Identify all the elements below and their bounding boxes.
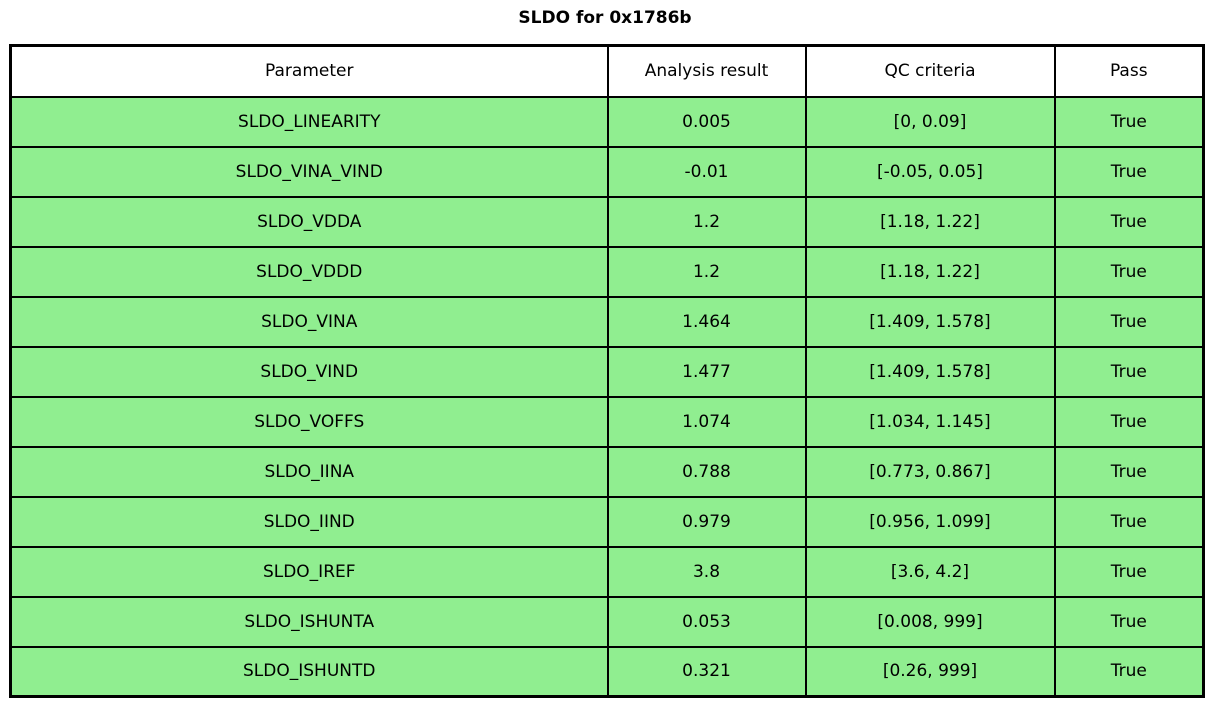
parameter-cell: SLDO_LINEARITY <box>9 95 609 148</box>
result-cell: 0.788 <box>606 445 807 498</box>
pass-cell: True <box>1053 345 1205 398</box>
pass-cell: True <box>1053 645 1205 698</box>
criteria-cell: [0.26, 999] <box>804 645 1056 698</box>
result-cell: 0.321 <box>606 645 807 698</box>
result-cell: 0.053 <box>606 595 807 648</box>
header-pass: Pass <box>1053 44 1205 98</box>
result-cell: 1.2 <box>606 195 807 248</box>
header-parameter: Parameter <box>9 44 609 98</box>
parameter-cell: SLDO_VDDA <box>9 195 609 248</box>
page-title: SLDO for 0x1786b <box>518 8 692 28</box>
result-cell: 3.8 <box>606 545 807 598</box>
result-cell: 1.2 <box>606 245 807 298</box>
pass-cell: True <box>1053 445 1205 498</box>
table-row: SLDO_ISHUNTA 0.053 [0.008, 999] True <box>9 595 1205 648</box>
parameter-cell: SLDO_VOFFS <box>9 395 609 448</box>
parameter-cell: SLDO_VINA <box>9 295 609 348</box>
result-cell: -0.01 <box>606 145 807 198</box>
criteria-cell: [0.956, 1.099] <box>804 495 1056 548</box>
parameter-cell: SLDO_IINA <box>9 445 609 498</box>
result-cell: 1.477 <box>606 345 807 398</box>
table-row: SLDO_LINEARITY 0.005 [0, 0.09] True <box>9 95 1205 148</box>
header-row: Parameter Analysis result QC criteria Pa… <box>9 44 1205 98</box>
parameter-cell: SLDO_ISHUNTD <box>9 645 609 698</box>
parameter-cell: SLDO_VDDD <box>9 245 609 298</box>
criteria-cell: [0, 0.09] <box>804 95 1056 148</box>
table-row: SLDO_IIND 0.979 [0.956, 1.099] True <box>9 495 1205 548</box>
parameter-cell: SLDO_IREF <box>9 545 609 598</box>
pass-cell: True <box>1053 195 1205 248</box>
criteria-cell: [0.773, 0.867] <box>804 445 1056 498</box>
parameter-cell: SLDO_VINA_VIND <box>9 145 609 198</box>
pass-cell: True <box>1053 495 1205 548</box>
table-row: SLDO_VDDA 1.2 [1.18, 1.22] True <box>9 195 1205 248</box>
header-analysis-result: Analysis result <box>606 44 807 98</box>
result-cell: 0.005 <box>606 95 807 148</box>
criteria-cell: [1.18, 1.22] <box>804 195 1056 248</box>
criteria-cell: [0.008, 999] <box>804 595 1056 648</box>
table-row: SLDO_VDDD 1.2 [1.18, 1.22] True <box>9 245 1205 298</box>
parameter-cell: SLDO_ISHUNTA <box>9 595 609 648</box>
table-row: SLDO_ISHUNTD 0.321 [0.26, 999] True <box>9 645 1205 698</box>
criteria-cell: [1.034, 1.145] <box>804 395 1056 448</box>
pass-cell: True <box>1053 245 1205 298</box>
criteria-cell: [1.18, 1.22] <box>804 245 1056 298</box>
pass-cell: True <box>1053 145 1205 198</box>
parameter-cell: SLDO_IIND <box>9 495 609 548</box>
result-cell: 0.979 <box>606 495 807 548</box>
result-cell: 1.074 <box>606 395 807 448</box>
table-row: SLDO_VINA 1.464 [1.409, 1.578] True <box>9 295 1205 348</box>
table-row: SLDO_IINA 0.788 [0.773, 0.867] True <box>9 445 1205 498</box>
pass-cell: True <box>1053 595 1205 648</box>
result-cell: 1.464 <box>606 295 807 348</box>
header-qc-criteria: QC criteria <box>804 44 1056 98</box>
criteria-cell: [3.6, 4.2] <box>804 545 1056 598</box>
pass-cell: True <box>1053 95 1205 148</box>
table-row: SLDO_IREF 3.8 [3.6, 4.2] True <box>9 545 1205 598</box>
criteria-cell: [1.409, 1.578] <box>804 295 1056 348</box>
pass-cell: True <box>1053 395 1205 448</box>
table-row: SLDO_VINA_VIND -0.01 [-0.05, 0.05] True <box>9 145 1205 198</box>
qc-results-table: Parameter Analysis result QC criteria Pa… <box>9 44 1205 698</box>
table-row: SLDO_VOFFS 1.074 [1.034, 1.145] True <box>9 395 1205 448</box>
table-row: SLDO_VIND 1.477 [1.409, 1.578] True <box>9 345 1205 398</box>
pass-cell: True <box>1053 545 1205 598</box>
criteria-cell: [1.409, 1.578] <box>804 345 1056 398</box>
parameter-cell: SLDO_VIND <box>9 345 609 398</box>
criteria-cell: [-0.05, 0.05] <box>804 145 1056 198</box>
pass-cell: True <box>1053 295 1205 348</box>
